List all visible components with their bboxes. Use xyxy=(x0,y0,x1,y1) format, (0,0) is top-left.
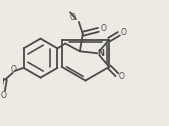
Text: N: N xyxy=(97,49,104,58)
Text: O: O xyxy=(11,65,17,74)
Text: O: O xyxy=(121,28,127,37)
Text: O: O xyxy=(119,72,125,81)
Text: O: O xyxy=(70,13,76,22)
Text: O: O xyxy=(0,91,6,100)
Text: O: O xyxy=(100,24,106,33)
